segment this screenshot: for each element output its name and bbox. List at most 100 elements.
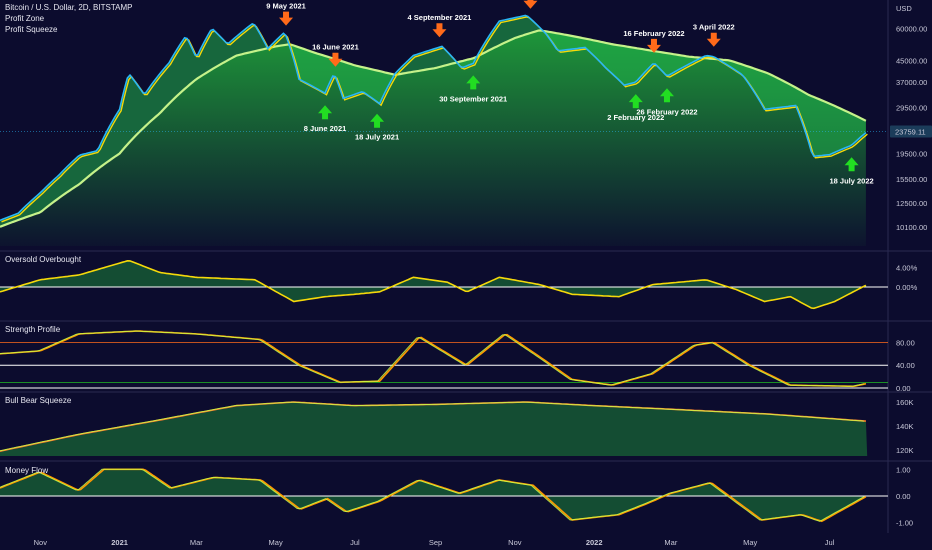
time-axis: Nov 2021 Mar May Jul Sep Nov 2022 Mar May Jul: [34, 538, 835, 547]
price-line: [0, 14, 867, 222]
time-tick-label: Nov: [508, 538, 522, 547]
buy-signal: 18 July 2021: [355, 113, 399, 142]
symbol-title[interactable]: Bitcoin / U.S. Dollar, 2D, BITSTAMP: [5, 3, 133, 12]
signal-annotations: 9 May 2021 8 June 2021 16 June 2021 18 July…: [266, 0, 874, 185]
panel-tick-label: 80.00: [896, 338, 915, 347]
sell-arrow-icon: [523, 0, 538, 9]
buy-arrow-icon: [318, 105, 333, 120]
sell-signal: 16 February 2022: [623, 29, 685, 53]
panel-frames: [0, 0, 932, 533]
time-tick-label: May: [743, 538, 757, 547]
profit-zone-fill: [0, 30, 866, 247]
currency-label: USD: [896, 4, 912, 13]
sell-arrow-icon: [706, 32, 721, 47]
buy-signal: 18 July 2022: [829, 157, 874, 185]
buy-signal: 26 February 2022: [636, 88, 698, 116]
buy-arrow-icon: [370, 113, 385, 128]
profit-squeeze-band: [0, 15, 866, 227]
panel-title-oversold-overbought: Oversold Overbought: [5, 255, 82, 264]
panel-tick-label: 1.00: [896, 465, 911, 474]
indicator-fill: [0, 331, 867, 388]
time-tick-label: Nov: [34, 538, 48, 547]
buy-signal: 30 September 2021: [439, 75, 507, 103]
last-price-label: 23759.11: [895, 128, 926, 137]
time-tick-label: Mar: [664, 538, 677, 547]
panel-tick-label: 4.00%: [896, 264, 918, 273]
signal-label: 2 February 2022: [607, 113, 664, 122]
indicator-panels: 4.00% 0.00% 80.00 40.00 0.00 160K 140K 120K 1.00…: [0, 259, 918, 528]
panel-tick-label: 0.00: [896, 384, 911, 393]
price-tick-label: 60000.00: [896, 24, 927, 33]
signal-label: 8 June 2021: [304, 124, 347, 133]
signal-label: 3 April 2022: [693, 23, 735, 32]
sell-signal: 3 April 2022: [693, 23, 735, 47]
price-panel: [0, 14, 888, 247]
time-tick-label: May: [269, 538, 283, 547]
indicator-line-secondary: [0, 330, 865, 387]
price-tick-label: 12500.00: [896, 199, 927, 208]
profit-zone-line: [0, 29, 867, 228]
time-tick-label: 2022: [586, 538, 603, 547]
signal-label: 16 June 2021: [312, 43, 359, 52]
signal-label: 16 February 2022: [623, 29, 684, 38]
panel-tick-label: 40.00: [896, 361, 915, 370]
panel-tick-label: 120K: [896, 446, 914, 455]
indicator-line: [0, 259, 867, 310]
subpanel-squeeze: 160K 140K 120K: [0, 398, 914, 456]
sell-signal: 13 November 2021: [523, 0, 538, 9]
price-tick-label: 45000.00: [896, 56, 927, 65]
time-tick-label: Sep: [429, 538, 442, 547]
sell-arrow-icon: [432, 23, 447, 38]
price-tick-label: 10100.00: [896, 223, 927, 232]
panel-title-strength-profile: Strength Profile: [5, 325, 61, 334]
sell-arrow-icon: [646, 38, 661, 53]
panel-tick-label: 160K: [896, 398, 914, 407]
time-tick-label: 2021: [111, 538, 128, 547]
signal-label: 26 February 2022: [636, 107, 697, 116]
buy-signal: 8 June 2021: [304, 105, 347, 133]
panel-title-bull-bear-squeeze: Bull Bear Squeeze: [5, 396, 72, 405]
subpanel-oscillator: 4.00% 0.00%: [0, 259, 918, 310]
indicator-line: [0, 468, 867, 523]
last-price-badge: [890, 125, 932, 138]
sell-arrow-icon: [328, 52, 343, 67]
indicator-label-profit-zone[interactable]: Profit Zone: [5, 14, 45, 23]
signal-label: 30 September 2021: [439, 94, 507, 103]
buy-arrow-icon: [628, 94, 643, 109]
panel-tick-label: 0.00: [896, 492, 911, 501]
sell-arrow-icon: [279, 11, 294, 26]
signal-label: 18 July 2021: [355, 133, 399, 142]
indicator-line: [0, 330, 867, 388]
indicator-fill: [0, 260, 868, 309]
time-tick-label: Jul: [350, 538, 360, 547]
panel-tick-label: 0.00%: [896, 283, 918, 292]
buy-arrow-icon: [659, 88, 674, 103]
price-tick-label: 37000.00: [896, 78, 927, 87]
squeeze-fill: [0, 402, 868, 456]
sell-signal: 9 May 2021: [266, 2, 306, 26]
buy-signal: 2 February 2022: [607, 94, 664, 122]
subpanel-money: 1.00 0.00 -1.00: [0, 465, 913, 528]
indicator-line-secondary: [0, 401, 864, 452]
indicator-label-profit-squeeze[interactable]: Profit Squeeze: [5, 25, 58, 34]
price-axis: USD 60000.00 45000.00 37000.00 29500.00 19500…: [890, 4, 932, 232]
sell-signal: 16 June 2021: [312, 43, 359, 67]
panel-tick-label: -1.00: [896, 519, 913, 528]
indicator-line-secondary: [0, 468, 865, 522]
indicator-fill: [0, 469, 868, 522]
signal-label: 9 May 2021: [266, 2, 306, 11]
price-tick-label: 15500.00: [896, 175, 927, 184]
signal-label: 4 September 2021: [408, 13, 472, 22]
panel-title-money-flow: Money Flow: [5, 466, 49, 475]
buy-arrow-icon: [466, 75, 481, 90]
buy-arrow-icon: [844, 157, 859, 172]
panel-tick-label: 140K: [896, 422, 914, 431]
price-tick-label: 29500.00: [896, 103, 927, 112]
time-tick-label: Jul: [825, 538, 835, 547]
sell-signal: 4 September 2021: [408, 13, 472, 38]
signal-label: 18 July 2022: [829, 176, 873, 185]
subpanel-strength: 80.00 40.00 0.00: [0, 330, 915, 393]
time-tick-label: Mar: [190, 538, 203, 547]
price-tick-label: 19500.00: [896, 150, 927, 159]
